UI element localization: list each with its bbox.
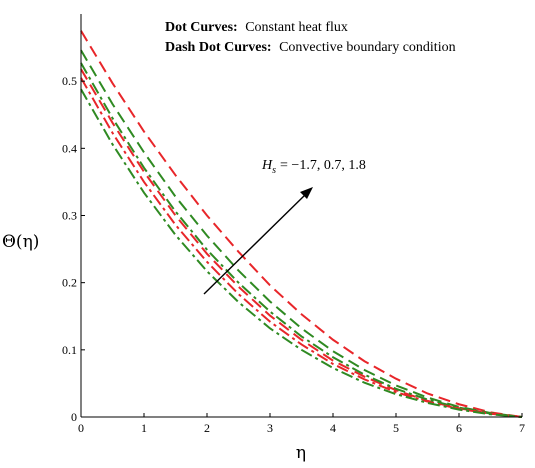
series-layer <box>80 30 523 418</box>
x-tick-label: 5 <box>393 421 399 435</box>
series-line-3 <box>80 68 523 418</box>
legend-entry-1-bold: Dot Curves: <box>165 20 238 35</box>
y-tick-label: 0.1 <box>62 343 77 357</box>
legend: Dot Curves: Constant heat flux Dash Dot … <box>165 20 456 55</box>
x-tick-label: 4 <box>330 421 336 435</box>
y-tick-label: 0.3 <box>62 209 77 223</box>
axes <box>80 14 522 418</box>
series-line-2 <box>80 49 523 418</box>
series-line-5 <box>80 77 523 418</box>
annotation-values: = −1.7, 0.7, 1.8 <box>280 158 366 173</box>
annotation-subscript: s <box>272 165 276 176</box>
annotation-arrow <box>203 193 307 295</box>
y-axis-label: Θ(η) <box>2 232 39 252</box>
x-tick-label: 7 <box>519 421 525 435</box>
legend-entry-1: Dot Curves: Constant heat flux <box>165 20 348 35</box>
annotation-arrowhead <box>300 187 313 199</box>
annotation-symbol: H <box>261 158 273 173</box>
x-tick-label: 1 <box>141 421 147 435</box>
series-line-1 <box>80 30 523 418</box>
series-line-4 <box>80 62 523 418</box>
y-tick-label: 0 <box>71 410 77 424</box>
legend-entry-1-text: Constant heat flux <box>245 20 348 35</box>
legend-entry-2-text: Convective boundary condition <box>279 40 456 55</box>
x-tick-label: 3 <box>267 421 273 435</box>
x-tick-label: 0 <box>78 421 84 435</box>
series-line-6 <box>80 88 523 418</box>
annotation: Hs = −1.7, 0.7, 1.8 <box>203 158 366 295</box>
ticks-layer: 0 1 2 3 4 5 6 7 0 0.1 0.2 0.3 0.4 0.5 <box>62 74 525 435</box>
x-axis-label: η <box>296 443 306 463</box>
annotation-text: Hs = −1.7, 0.7, 1.8 <box>261 158 366 176</box>
legend-entry-2: Dash Dot Curves: Convective boundary con… <box>165 40 456 55</box>
x-tick-label: 2 <box>204 421 210 435</box>
y-tick-label: 0.2 <box>62 276 77 290</box>
legend-entry-2-bold: Dash Dot Curves: <box>165 40 272 55</box>
y-tick-label: 0.4 <box>62 141 77 155</box>
x-tick-label: 6 <box>456 421 462 435</box>
y-tick-label: 0.5 <box>62 74 77 88</box>
